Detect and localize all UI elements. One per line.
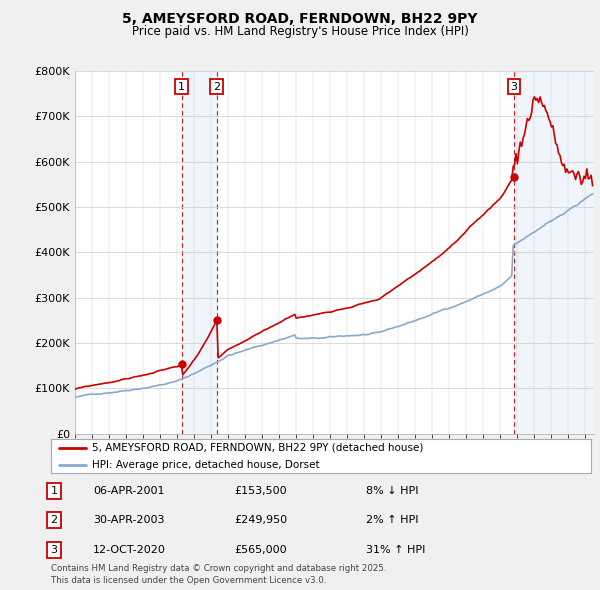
Text: 06-APR-2001: 06-APR-2001 (93, 486, 164, 496)
Text: 30-APR-2003: 30-APR-2003 (93, 516, 164, 525)
Text: HPI: Average price, detached house, Dorset: HPI: Average price, detached house, Dors… (91, 460, 319, 470)
Text: 2% ↑ HPI: 2% ↑ HPI (366, 516, 419, 525)
Text: Price paid vs. HM Land Registry's House Price Index (HPI): Price paid vs. HM Land Registry's House … (131, 25, 469, 38)
Text: 3: 3 (511, 81, 517, 91)
Text: £565,000: £565,000 (234, 545, 287, 555)
Text: £249,950: £249,950 (234, 516, 287, 525)
Bar (182, 71, 217, 434)
Text: 8% ↓ HPI: 8% ↓ HPI (366, 486, 419, 496)
Text: 2: 2 (213, 81, 220, 91)
Bar (514, 71, 594, 434)
Text: 5, AMEYSFORD ROAD, FERNDOWN, BH22 9PY: 5, AMEYSFORD ROAD, FERNDOWN, BH22 9PY (122, 12, 478, 26)
Text: 2: 2 (50, 516, 58, 525)
Text: Contains HM Land Registry data © Crown copyright and database right 2025.
This d: Contains HM Land Registry data © Crown c… (51, 565, 386, 585)
Text: £153,500: £153,500 (234, 486, 287, 496)
Text: 1: 1 (178, 81, 185, 91)
Text: 5, AMEYSFORD ROAD, FERNDOWN, BH22 9PY (detached house): 5, AMEYSFORD ROAD, FERNDOWN, BH22 9PY (d… (91, 442, 423, 453)
Text: 12-OCT-2020: 12-OCT-2020 (93, 545, 166, 555)
Text: 1: 1 (50, 486, 58, 496)
Text: 31% ↑ HPI: 31% ↑ HPI (366, 545, 425, 555)
Text: 3: 3 (50, 545, 58, 555)
